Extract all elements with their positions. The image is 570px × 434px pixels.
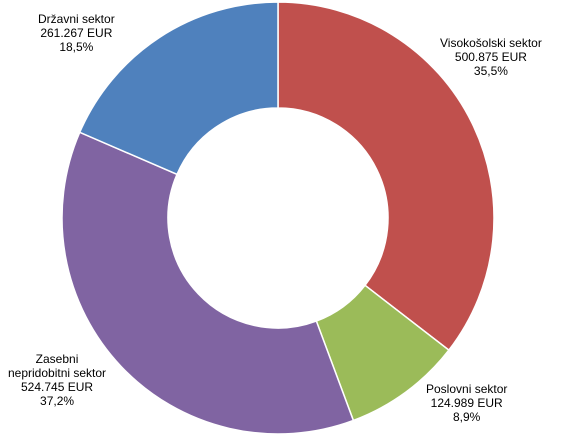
slice-percent: 37,2% [40, 394, 75, 408]
donut-slice-2 [61, 131, 355, 434]
slice-label-zasebni: Zasebni nepridobitni sektor 524.745 EUR … [8, 352, 106, 408]
slice-value: 500.875 EUR [454, 50, 527, 64]
slice-name-line-1: Zasebni [35, 352, 79, 366]
slice-label-drzavni: Državni sektor 261.267 EUR 18,5% [38, 12, 115, 54]
slice-name: Državni sektor [38, 12, 115, 26]
donut-slice-0 [277, 1, 495, 352]
slice-label-visokosolski: Visokošolski sektor 500.875 EUR 35,5% [440, 36, 542, 78]
slice-percent: 18,5% [59, 40, 94, 54]
donut-slice-3 [78, 1, 279, 176]
slice-percent: 8,9% [453, 410, 481, 424]
slice-name-line-2: nepridobitni sektor [8, 366, 107, 380]
slice-value: 524.745 EUR [21, 380, 94, 394]
slice-value: 261.267 EUR [40, 26, 113, 40]
slice-name: Visokošolski sektor [440, 36, 542, 50]
slice-value: 124.989 EUR [430, 396, 503, 410]
slice-percent: 35,5% [473, 64, 508, 78]
slice-name: Poslovni sektor [426, 382, 508, 396]
slice-label-poslovni: Poslovni sektor 124.989 EUR 8,9% [426, 382, 507, 424]
